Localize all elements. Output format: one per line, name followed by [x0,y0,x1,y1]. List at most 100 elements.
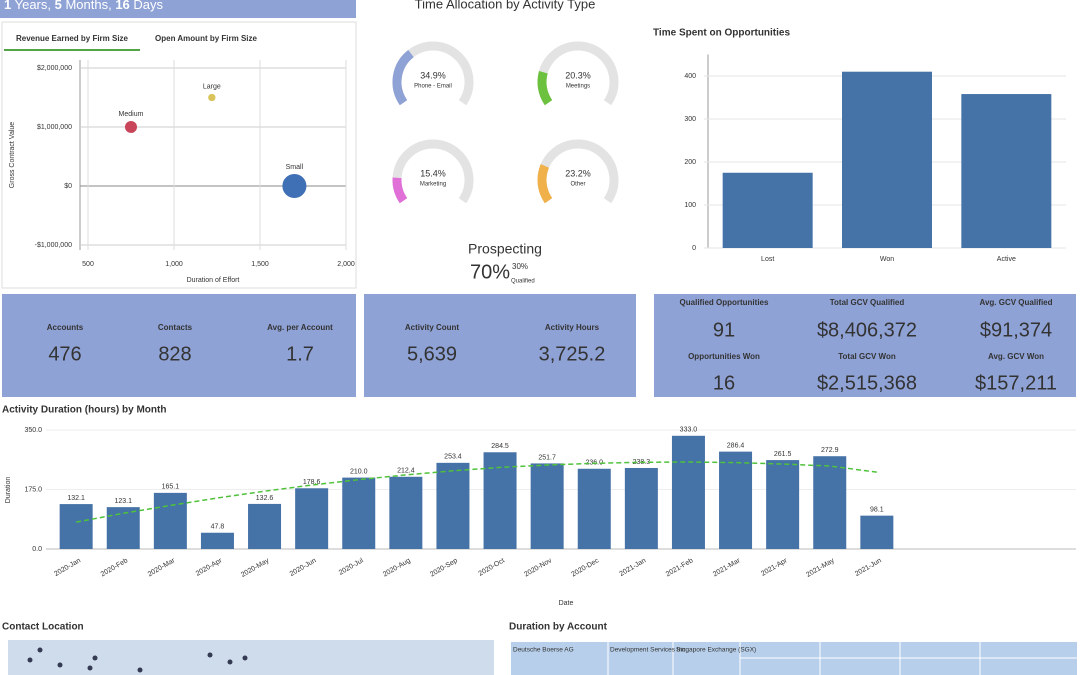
treemap-tile-label: Singapore Exchange (SGX) [676,647,756,654]
gauge-value-label: 15.4% [420,168,446,178]
header-duration: 1 Years, 5 Months, 16 Days [4,0,164,12]
x-tick-label: 2020-Feb [100,557,130,578]
x-tick-label: Won [880,256,894,263]
x-tick-label: 2020-Jun [289,557,318,578]
kpi-label: Contacts [158,323,193,332]
map [8,640,494,675]
bar [295,488,329,549]
chart-title: Activity Duration (hours) by Month [2,405,166,416]
x-tick-label: 2020-Oct [478,557,506,577]
kpi-label: Avg. GCV Qualified [979,298,1052,307]
data-label: 284.5 [491,443,509,450]
kpi-label: Total GCV Won [838,352,896,361]
map-dot [37,647,43,653]
map-dot [137,667,143,673]
y-tick-label: 350.0 [24,427,42,434]
gauge-value-label: 34.9% [420,70,446,80]
map-dot [27,657,33,663]
data-label: 165.1 [162,484,180,491]
summary-value: 70% [470,261,510,283]
x-tick-label: 2021-Mar [712,557,742,578]
y-axis-title: Gross Contract Value [9,122,16,189]
kpi-value: 5,639 [407,343,457,365]
kpi-value: $157,211 [975,372,1057,394]
data-label: 261.5 [774,451,792,458]
header-bar [0,0,356,18]
kpi-label: Avg. per Account [267,323,333,332]
y-tick-label: $1,000,000 [37,124,72,131]
bubble-label: Medium [119,111,144,118]
x-tick-label: Active [997,256,1016,263]
tab: Revenue Earned by Firm Size [16,34,129,43]
map-dot [92,655,98,661]
bar [766,460,800,549]
map-dot [242,655,248,661]
x-tick-label: 2020-Dec [570,557,600,578]
bar [842,71,932,248]
bar [961,94,1052,248]
gauge-value [537,164,553,204]
gauge-category: Marketing [420,182,446,188]
bar [722,172,813,248]
kpi-label: Activity Hours [545,323,600,332]
x-tick-label: 2020-Mar [147,557,177,578]
y-tick-label: $2,000,000 [37,65,72,72]
bar [624,467,658,549]
bubble-label: Large [203,84,221,91]
data-label: 123.1 [114,498,132,505]
data-label: 286.4 [727,442,745,449]
kpi-label: Qualified Opportunities [680,298,769,307]
tab: Open Amount by Firm Size [155,34,257,43]
bar [436,462,470,549]
data-label: 253.4 [444,454,462,461]
map-dot [207,652,213,658]
kpi-value: $8,406,372 [817,319,917,341]
data-label: 47.8 [211,524,225,531]
bubble [208,93,216,102]
treemap-tile-label: Development Services Inc. [610,647,688,654]
header-part: 1 [4,0,11,12]
x-tick-label: 2,000 [337,261,355,268]
kpi-value: 476 [48,343,81,365]
x-axis-title: Date [559,600,574,607]
data-label: 132.1 [67,495,85,502]
data-label: 272.9 [821,447,839,454]
header-part: 16 [115,0,129,12]
bar [59,504,93,549]
scatter-panel [1,21,357,289]
x-tick-label: 1,000 [165,261,183,268]
header-part: Months, [62,0,115,12]
kpi-value: 828 [158,343,191,365]
bar [153,492,187,549]
x-tick-label: 2021-Jun [854,557,883,578]
kpi-value: 3,725.2 [539,343,606,365]
kpi-value: $91,374 [980,319,1052,341]
kpi-label: Total GCV Qualified [830,298,905,307]
y-tick-label: 0.0 [32,546,42,553]
header-part: Days [130,0,164,12]
kpi-box [2,294,356,397]
gauge-value [392,49,414,106]
y-tick-label: 200 [684,159,696,166]
kpi-box [364,294,636,397]
x-tick-label: 2020-Apr [195,557,224,578]
bar [248,503,282,549]
kpi-value: $2,515,368 [817,372,917,394]
panel-title: Contact Location [2,622,84,633]
y-tick-label: -$1,000,000 [35,242,72,249]
bar [106,507,140,549]
kpi-label: Avg. GCV Won [988,352,1044,361]
map-dot [227,659,233,665]
bar [530,463,564,549]
y-tick-label: 0 [692,245,696,252]
kpi-box [654,294,1076,397]
bar [860,515,894,549]
summary-secondary: 30% [512,262,528,271]
x-tick-label: 2020-May [240,557,271,579]
bubble-label: Small [286,164,304,171]
bar [671,435,705,549]
bar [577,468,611,549]
bar [389,476,423,549]
x-axis-title: Duration of Effort [187,277,240,284]
